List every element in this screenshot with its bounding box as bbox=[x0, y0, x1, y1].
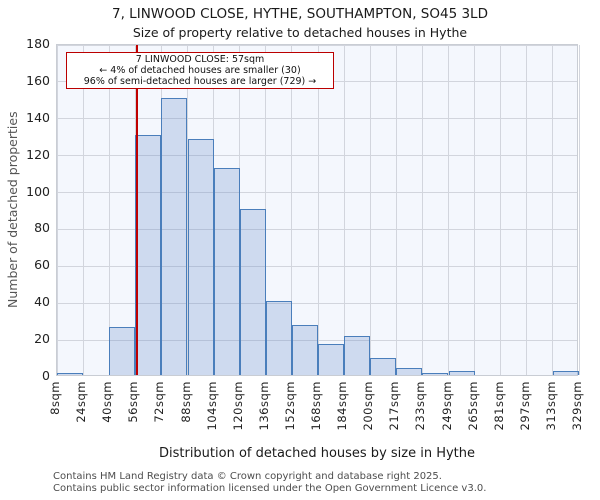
histogram-bar-88sqm bbox=[187, 138, 214, 375]
horizontal-gridline bbox=[57, 302, 577, 304]
vertical-gridline bbox=[317, 45, 319, 375]
vertical-gridline bbox=[526, 45, 528, 375]
x-tick-120sqm: 120sqm bbox=[230, 381, 245, 431]
x-tick-200sqm: 200sqm bbox=[361, 381, 376, 431]
histogram-bar-120sqm bbox=[239, 209, 266, 375]
x-tick-297sqm: 297sqm bbox=[517, 381, 532, 431]
annotation-box: 7 LINWOOD CLOSE: 57sqm ← 4% of detached … bbox=[66, 52, 334, 89]
horizontal-gridline bbox=[57, 44, 577, 46]
x-tick-40sqm: 40sqm bbox=[100, 381, 115, 423]
vertical-gridline bbox=[448, 45, 449, 375]
footer-attribution: Contains HM Land Registry data © Crown c… bbox=[53, 471, 486, 494]
y-tick-100: 100 bbox=[26, 183, 50, 199]
annotation-line-2: ← 4% of detached houses are smaller (30) bbox=[99, 65, 301, 77]
vertical-gridline bbox=[265, 45, 267, 375]
y-tick-40: 40 bbox=[34, 294, 50, 310]
vertical-gridline bbox=[82, 45, 84, 375]
histogram-bar-104sqm bbox=[213, 168, 240, 375]
annotation-line-1: 7 LINWOOD CLOSE: 57sqm bbox=[135, 54, 265, 65]
x-axis-label: Distribution of detached houses by size … bbox=[158, 446, 476, 461]
vertical-gridline bbox=[578, 45, 580, 375]
vertical-gridline bbox=[395, 45, 397, 375]
x-tick-217sqm: 217sqm bbox=[387, 381, 402, 431]
x-tick-56sqm: 56sqm bbox=[126, 381, 141, 423]
x-tick-8sqm: 8sqm bbox=[48, 381, 62, 415]
x-tick-313sqm: 313sqm bbox=[543, 381, 558, 431]
horizontal-gridline bbox=[57, 192, 577, 194]
vertical-gridline bbox=[108, 45, 110, 375]
vertical-gridline bbox=[291, 45, 293, 375]
chart-title: 7, LINWOOD CLOSE, HYTHE, SOUTHAMPTON, SO… bbox=[112, 6, 488, 22]
property-size-marker-line bbox=[135, 45, 138, 375]
horizontal-gridline bbox=[57, 155, 577, 157]
vertical-gridline bbox=[343, 45, 345, 375]
x-tick-329sqm: 329sqm bbox=[570, 381, 584, 431]
x-tick-104sqm: 104sqm bbox=[204, 381, 219, 431]
vertical-gridline bbox=[369, 45, 371, 375]
y-tick-60: 60 bbox=[34, 257, 50, 273]
y-axis-label: Number of detached properties bbox=[5, 111, 20, 309]
x-tick-24sqm: 24sqm bbox=[74, 381, 89, 423]
y-tick-80: 80 bbox=[34, 220, 50, 236]
x-tick-281sqm: 281sqm bbox=[491, 381, 506, 431]
footer-line-2: Contains public sector information licen… bbox=[53, 482, 487, 494]
histogram-bar-136sqm bbox=[265, 301, 292, 375]
horizontal-gridline bbox=[57, 118, 577, 120]
footer-line-1: Contains HM Land Registry data © Crown c… bbox=[53, 471, 442, 482]
vertical-gridline bbox=[552, 45, 554, 375]
annotation-line-3: 96% of semi-detached houses are larger (… bbox=[83, 76, 317, 88]
x-tick-265sqm: 265sqm bbox=[465, 381, 480, 431]
vertical-gridline bbox=[56, 45, 58, 375]
histogram-bar-249sqm bbox=[448, 371, 475, 375]
x-tick-249sqm: 249sqm bbox=[439, 381, 454, 431]
y-tick-140: 140 bbox=[26, 109, 50, 125]
histogram-bar-152sqm bbox=[291, 325, 318, 375]
x-tick-168sqm: 168sqm bbox=[309, 381, 323, 431]
x-tick-136sqm: 136sqm bbox=[256, 381, 271, 431]
horizontal-gridline bbox=[57, 228, 577, 230]
histogram-bar-8sqm bbox=[57, 373, 84, 375]
histogram-bar-217sqm bbox=[396, 367, 423, 375]
x-tick-88sqm: 88sqm bbox=[178, 381, 193, 423]
vertical-gridline bbox=[421, 45, 423, 375]
histogram-bar-40sqm bbox=[109, 327, 136, 375]
x-tick-233sqm: 233sqm bbox=[413, 381, 428, 431]
vertical-gridline bbox=[500, 45, 502, 375]
plot-area bbox=[56, 44, 580, 376]
chart-subtitle: Size of property relative to detached ho… bbox=[132, 25, 468, 40]
histogram-bar-56sqm bbox=[135, 135, 162, 375]
x-tick-72sqm: 72sqm bbox=[152, 381, 167, 423]
y-tick-160: 160 bbox=[26, 72, 50, 88]
y-tick-20: 20 bbox=[34, 331, 50, 347]
y-tick-180: 180 bbox=[26, 36, 50, 51]
histogram-bar-233sqm bbox=[422, 373, 449, 375]
horizontal-gridline bbox=[57, 265, 577, 267]
y-tick-120: 120 bbox=[26, 146, 50, 162]
histogram-bar-168sqm bbox=[318, 343, 345, 375]
vertical-gridline bbox=[474, 45, 476, 375]
histogram-bar-72sqm bbox=[161, 98, 188, 375]
histogram-bar-200sqm bbox=[370, 358, 397, 375]
histogram-bar-184sqm bbox=[344, 336, 371, 375]
y-tick-0: 0 bbox=[42, 368, 50, 383]
x-tick-184sqm: 184sqm bbox=[335, 381, 350, 431]
histogram-bar-313sqm bbox=[552, 371, 579, 375]
x-tick-152sqm: 152sqm bbox=[282, 381, 297, 431]
